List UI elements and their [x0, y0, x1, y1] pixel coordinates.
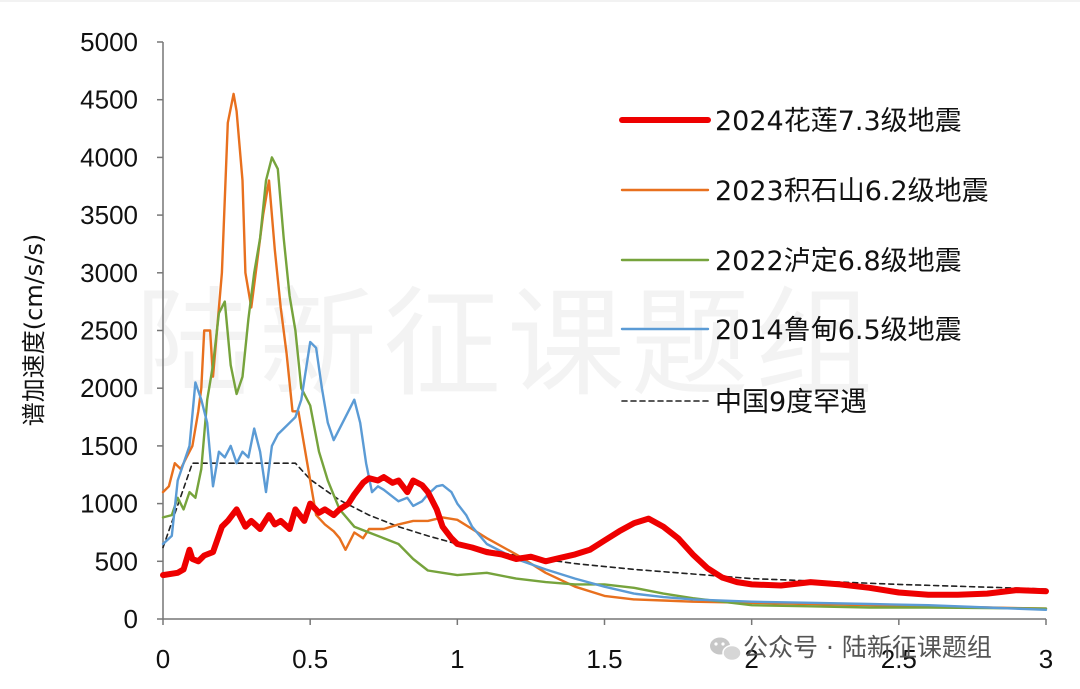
series-line-2 — [161, 156, 1048, 610]
x-tick-label: 0 — [156, 644, 170, 674]
legend-label: 2023积石山6.2级地震 — [715, 176, 989, 207]
y-tick-label: 500 — [95, 546, 138, 576]
series-line-1 — [161, 92, 1048, 610]
x-tick-label: 2 — [744, 644, 758, 674]
y-tick-label: 1500 — [80, 431, 138, 461]
y-tick-label: 3000 — [80, 258, 138, 288]
brand-watermark: 公众号 · 陆新征课题组 — [710, 633, 992, 662]
y-tick-label: 2500 — [80, 316, 138, 346]
watermark-text: 陆新征课题组 — [135, 275, 879, 413]
series-line-4 — [162, 462, 1047, 590]
series-line-3 — [161, 340, 1048, 611]
x-tick-label: 1 — [450, 644, 464, 674]
legend-label: 中国9度罕遇 — [715, 387, 867, 418]
wechat-icon — [710, 637, 742, 662]
y-tick-label: 3500 — [80, 200, 138, 230]
y-tick-label: 4500 — [80, 85, 138, 115]
x-tick-label: 1.5 — [586, 644, 622, 674]
legend-label: 2022泸定6.8级地震 — [715, 246, 962, 277]
brand-watermark-text: 公众号 · 陆新征课题组 — [743, 633, 992, 662]
x-tick-label: 3 — [1039, 644, 1053, 674]
y-tick-label: 0 — [124, 604, 138, 634]
x-tick-label: 0.5 — [292, 644, 328, 674]
y-axis-label: 谱加速度(cm/s/s) — [20, 234, 48, 426]
y-tick-label: 5000 — [80, 27, 138, 57]
x-tick-label: 2.5 — [881, 644, 917, 674]
series-layer — [160, 92, 1049, 611]
y-tick-label: 1000 — [80, 489, 138, 519]
series-line-0 — [160, 474, 1049, 598]
legend: 2024花莲7.3级地震 2023积石山6.2级地震 2022泸定6.8级地震 201… — [619, 106, 989, 418]
legend-label: 2014鲁甸6.5级地震 — [715, 315, 962, 346]
legend-label: 2024花莲7.3级地震 — [715, 106, 962, 137]
y-tick-label: 2000 — [80, 373, 138, 403]
y-tick-label: 4000 — [80, 142, 138, 172]
